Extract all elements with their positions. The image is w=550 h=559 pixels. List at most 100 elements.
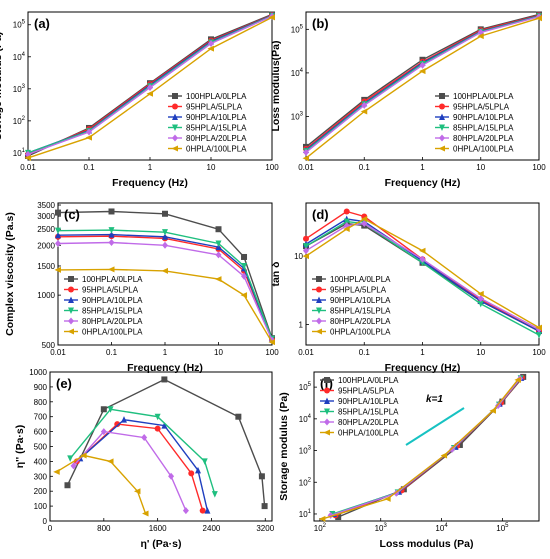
data-point — [154, 425, 161, 432]
x-tick-label: 102 — [314, 523, 327, 533]
data-point — [477, 300, 484, 308]
data-point — [86, 128, 92, 136]
x-tick-label: 100 — [532, 348, 546, 357]
data-point — [360, 108, 368, 115]
data-point — [162, 210, 168, 217]
data-point — [235, 413, 242, 420]
legend-entry: 95HPLA/5LPLA — [453, 103, 510, 112]
data-point — [107, 406, 114, 413]
data-point — [215, 240, 222, 248]
data-point — [535, 15, 542, 22]
y-tick-label: 103 — [299, 446, 312, 456]
chart-panel-1: 0.01 0.1 1 10 100 101 102 103 104 105 (a) Frequency… — [0, 11, 279, 189]
data-point — [268, 339, 275, 346]
data-point — [419, 61, 426, 69]
series-line — [57, 233, 273, 340]
data-point — [215, 226, 222, 233]
y-tick-label: 500 — [42, 341, 56, 350]
series-line — [57, 229, 273, 340]
x-axis-label: Frequency (Hz) — [112, 177, 188, 189]
legend-entry: 90HPLA/10LPLA — [82, 296, 143, 305]
x-tick-label: 10 — [476, 348, 485, 357]
data-point — [343, 225, 350, 232]
data-point — [303, 247, 309, 255]
x-axis-label: η' (Pa·s) — [140, 538, 181, 550]
data-point — [343, 218, 350, 226]
series-line — [305, 218, 540, 329]
series-line — [305, 220, 540, 336]
x-tick-label: 10 — [476, 163, 485, 172]
data-point — [477, 290, 484, 297]
data-point — [188, 470, 195, 477]
legend-entry: 80HPLA/20LPLA — [453, 134, 514, 143]
data-point — [161, 376, 168, 383]
legend-entry: 100HPLA/0LPLA — [186, 92, 247, 101]
panel-label: (c) — [64, 207, 80, 222]
x-tick-label: 0.01 — [50, 348, 66, 357]
data-point — [146, 90, 153, 97]
series-line — [57, 210, 273, 339]
y-tick-label: 1000 — [29, 368, 47, 377]
x-tick-label: 103 — [375, 523, 388, 533]
data-point — [80, 452, 87, 459]
data-point — [55, 209, 61, 216]
data-point — [535, 324, 542, 331]
legend-entry: 95HPLA/5LPLA — [186, 103, 243, 112]
data-point — [361, 101, 368, 109]
data-point — [100, 406, 107, 413]
series-line — [57, 268, 273, 343]
data-point — [440, 452, 448, 459]
data-point — [142, 510, 149, 517]
y-tick-label: 104 — [299, 414, 312, 424]
y-tick-label: 200 — [34, 487, 48, 496]
legend-entry: 80HPLA/20LPLA — [82, 317, 143, 326]
data-point — [161, 422, 168, 429]
legend-entry: 90HPLA/10LPLA — [186, 113, 247, 122]
data-point — [108, 266, 115, 273]
data-point — [208, 39, 214, 47]
data-point — [64, 482, 71, 489]
data-point — [204, 507, 211, 514]
data-point — [303, 235, 309, 242]
x-tick-label: 1 — [163, 348, 168, 357]
y-tick-label: 800 — [34, 398, 48, 407]
y-tick-label: 600 — [34, 428, 48, 437]
x-tick-label: 1 — [148, 163, 153, 172]
data-point — [121, 416, 127, 423]
panel-label: (e) — [56, 376, 72, 391]
plot-frame — [313, 371, 540, 522]
x-axis-label: Frequency (Hz) — [385, 177, 461, 189]
data-point — [241, 272, 248, 280]
data-point — [241, 262, 248, 270]
data-point — [199, 507, 206, 514]
data-point — [241, 253, 248, 260]
legend-entry: 85HPLA/15LPLA — [338, 408, 399, 417]
series-line — [305, 222, 540, 330]
y-tick-label: 500 — [34, 443, 48, 452]
legend-entry: 90HPLA/10LPLA — [338, 397, 399, 406]
x-axis-label: Loss modulus (Pa) — [380, 538, 474, 550]
y-tick-label: 1500 — [37, 262, 55, 271]
data-point — [85, 134, 92, 141]
data-point — [53, 468, 60, 475]
plot-frame — [49, 371, 273, 522]
data-point — [419, 247, 426, 254]
legend-entry: 0HPLA/100LPLA — [338, 429, 399, 438]
legend-entry: 0HPLA/100LPLA — [186, 145, 247, 154]
y-tick-label: 700 — [34, 413, 48, 422]
y-tick-label: 105 — [299, 382, 312, 392]
x-tick-label: 0.01 — [20, 163, 36, 172]
y-tick-label: 105 — [13, 20, 26, 30]
y-tick-label: 3500 — [37, 201, 55, 210]
data-point — [108, 208, 115, 215]
y-tick-label: 2500 — [37, 225, 55, 234]
legend-entry: 90HPLA/10LPLA — [453, 113, 514, 122]
y-tick-label: 10 — [294, 252, 303, 261]
data-point — [55, 240, 61, 248]
y-axis-label: Storage modulus (Pa) — [278, 392, 290, 501]
y-tick-label: 104 — [291, 68, 304, 78]
x-tick-label: 1 — [420, 348, 425, 357]
